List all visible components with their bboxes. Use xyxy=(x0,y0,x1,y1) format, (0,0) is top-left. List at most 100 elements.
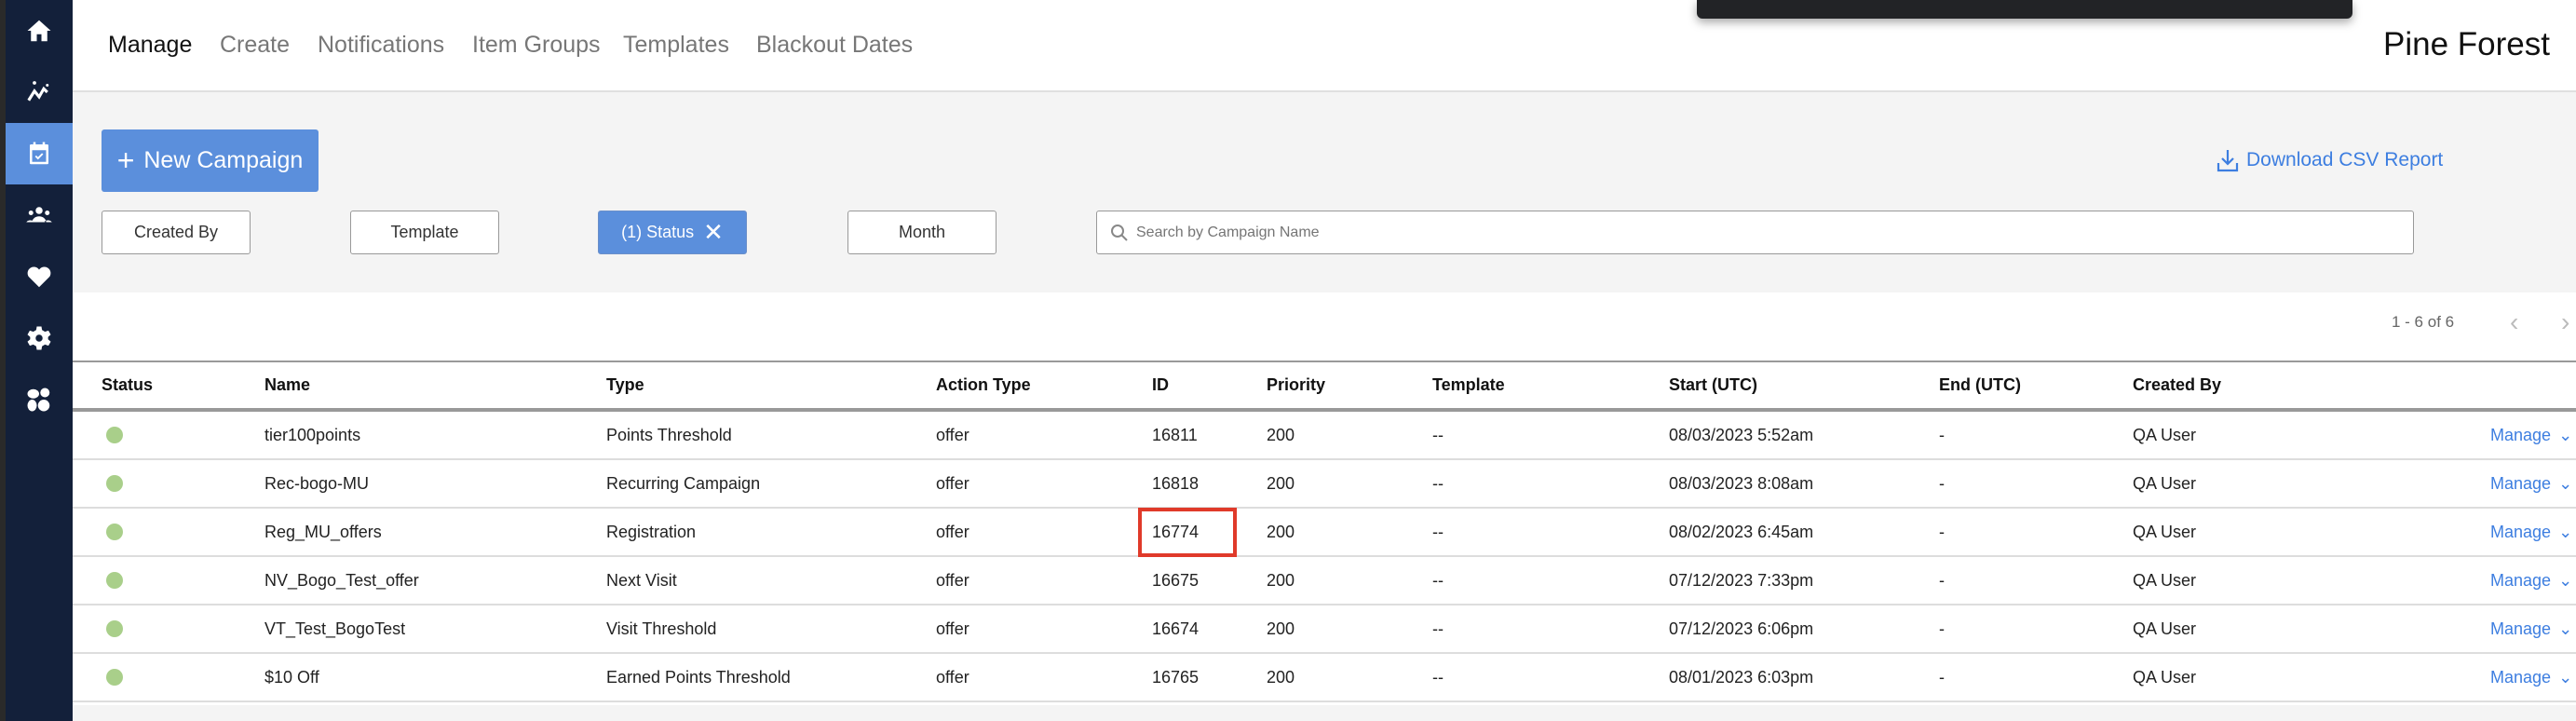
cell-name: NV_Bogo_Test_offer xyxy=(264,570,419,590)
column-header[interactable]: Start (UTC) xyxy=(1669,375,1757,394)
filter-created-by[interactable]: Created By xyxy=(102,211,251,254)
filter-status[interactable]: (1) Status ✕ xyxy=(598,211,747,254)
sidebar-item-campaigns[interactable] xyxy=(6,123,73,184)
manage-dropdown[interactable]: Manage ⌄ xyxy=(2490,570,2573,590)
manage-dropdown[interactable]: Manage ⌄ xyxy=(2490,425,2573,444)
sidebar-item-brand[interactable] xyxy=(6,369,73,430)
cell-id: 16811 xyxy=(1152,425,1198,444)
cell-type: Recurring Campaign xyxy=(606,473,761,493)
tab-blackout-dates[interactable]: Blackout Dates xyxy=(756,32,914,58)
close-icon[interactable]: ✕ xyxy=(703,218,724,246)
search-input[interactable] xyxy=(1136,224,2413,241)
next-page-icon[interactable]: › xyxy=(2561,307,2570,336)
cell-name: VT_Test_BogoTest xyxy=(264,619,406,638)
calendar-check-icon xyxy=(30,142,48,165)
status-active-dot xyxy=(106,475,123,492)
download-icon xyxy=(2217,150,2239,172)
cell-created-by: QA User xyxy=(2133,473,2197,493)
cell-priority: 200 xyxy=(1267,619,1295,638)
filter-template[interactable]: Template xyxy=(350,211,499,254)
cell-end: - xyxy=(1939,619,1945,638)
column-header[interactable]: Name xyxy=(264,375,311,394)
sidebar xyxy=(0,0,73,721)
column-header[interactable]: Created By xyxy=(2133,375,2222,394)
table-row[interactable]: NV_Bogo_Test_offer Next Visit offer 16675 20… xyxy=(73,557,2576,605)
cell-template: -- xyxy=(1432,570,1444,590)
cell-priority: 200 xyxy=(1267,473,1295,493)
gear-icon xyxy=(27,326,51,350)
cell-id: 16675 xyxy=(1152,570,1200,590)
campaign-table: Status Name Type Action Type ID Priority Templ… xyxy=(73,360,2576,702)
status-active-dot xyxy=(106,669,123,686)
pagination-info: 1 - 6 of 6 xyxy=(2392,313,2455,331)
column-header[interactable]: Priority xyxy=(1267,375,1326,394)
column-header[interactable]: End (UTC) xyxy=(1939,375,2021,394)
cell-start: 07/12/2023 6:06pm xyxy=(1669,619,1814,638)
users-icon xyxy=(26,207,52,223)
manage-dropdown[interactable]: Manage ⌄ xyxy=(2490,619,2573,638)
cell-action: offer xyxy=(936,522,969,541)
cell-type: Earned Points Threshold xyxy=(606,667,791,687)
page-background xyxy=(73,705,2576,721)
column-header[interactable]: Template xyxy=(1432,375,1505,394)
sidebar-item-analytics[interactable] xyxy=(6,61,73,123)
chevron-down-icon: ⌄ xyxy=(2558,667,2573,687)
cell-created-by: QA User xyxy=(2133,667,2197,687)
cell-action: offer xyxy=(936,667,969,687)
brand-logo-icon xyxy=(27,388,50,412)
tab-templates[interactable]: Templates xyxy=(623,32,729,58)
table-row[interactable]: tier100points Points Threshold offer 16811 2… xyxy=(73,412,2576,460)
cell-template: -- xyxy=(1432,667,1444,687)
table-row[interactable]: Rec-bogo-MU Recurring Campaign offer 16818 2… xyxy=(73,460,2576,509)
status-active-dot xyxy=(106,572,123,589)
cell-start: 07/12/2023 7:33pm xyxy=(1669,570,1814,590)
download-csv-link[interactable]: Download CSV Report xyxy=(2217,148,2443,172)
cell-id: 16818 xyxy=(1152,473,1200,493)
tab-item-groups[interactable]: Item Groups xyxy=(472,32,601,58)
filter-month[interactable]: Month xyxy=(847,211,997,254)
heart-icon xyxy=(27,266,51,288)
chevron-down-icon: ⌄ xyxy=(2558,522,2573,541)
cell-template: -- xyxy=(1432,522,1444,541)
search-icon xyxy=(1111,224,1128,241)
cell-created-by: QA User xyxy=(2133,522,2197,541)
cell-end: - xyxy=(1939,473,1945,493)
cell-action: offer xyxy=(936,619,969,638)
column-header[interactable]: Status xyxy=(102,375,154,394)
cell-start: 08/03/2023 5:52am xyxy=(1669,425,1814,444)
cell-type: Points Threshold xyxy=(606,425,732,444)
status-active-dot xyxy=(106,427,123,443)
cell-end: - xyxy=(1939,667,1945,687)
cell-end: - xyxy=(1939,425,1945,444)
manage-dropdown[interactable]: Manage ⌄ xyxy=(2490,667,2573,687)
cell-action: offer xyxy=(936,570,969,590)
sidebar-item-home[interactable] xyxy=(6,0,73,61)
cell-name: Rec-bogo-MU xyxy=(264,473,370,493)
cell-id: 16765 xyxy=(1152,667,1200,687)
cell-template: -- xyxy=(1432,473,1444,493)
tab-create[interactable]: Create xyxy=(220,32,291,58)
prev-page-icon[interactable]: ‹ xyxy=(2510,307,2519,336)
column-header[interactable]: Type xyxy=(606,375,644,394)
tab-manage[interactable]: Manage xyxy=(108,32,193,58)
manage-dropdown[interactable]: Manage ⌄ xyxy=(2490,473,2573,493)
cell-template: -- xyxy=(1432,619,1444,638)
table-row[interactable]: Reg_MU_offers Registration offer 16774 200 --… xyxy=(73,509,2576,557)
table-row[interactable]: VT_Test_BogoTest Visit Threshold offer 1667… xyxy=(73,605,2576,654)
cell-end: - xyxy=(1939,522,1945,541)
brand-name: Pine Forest xyxy=(2383,26,2550,62)
cell-name: $10 Off xyxy=(264,667,319,687)
column-header[interactable]: Action Type xyxy=(936,375,1031,394)
sidebar-item-settings[interactable] xyxy=(6,307,73,369)
tab-notifications[interactable]: Notifications xyxy=(318,32,445,58)
status-active-dot xyxy=(106,620,123,637)
sidebar-item-users[interactable] xyxy=(6,184,73,246)
table-row[interactable]: $10 Off Earned Points Threshold offer 16765… xyxy=(73,654,2576,702)
column-header[interactable]: ID xyxy=(1152,375,1169,394)
new-campaign-button[interactable]: + New Campaign xyxy=(102,129,319,192)
highlight-box xyxy=(1138,508,1237,557)
sidebar-item-loyalty[interactable] xyxy=(6,246,73,307)
cell-name: Reg_MU_offers xyxy=(264,522,382,541)
manage-dropdown[interactable]: Manage ⌄ xyxy=(2490,522,2573,541)
cell-priority: 200 xyxy=(1267,667,1295,687)
